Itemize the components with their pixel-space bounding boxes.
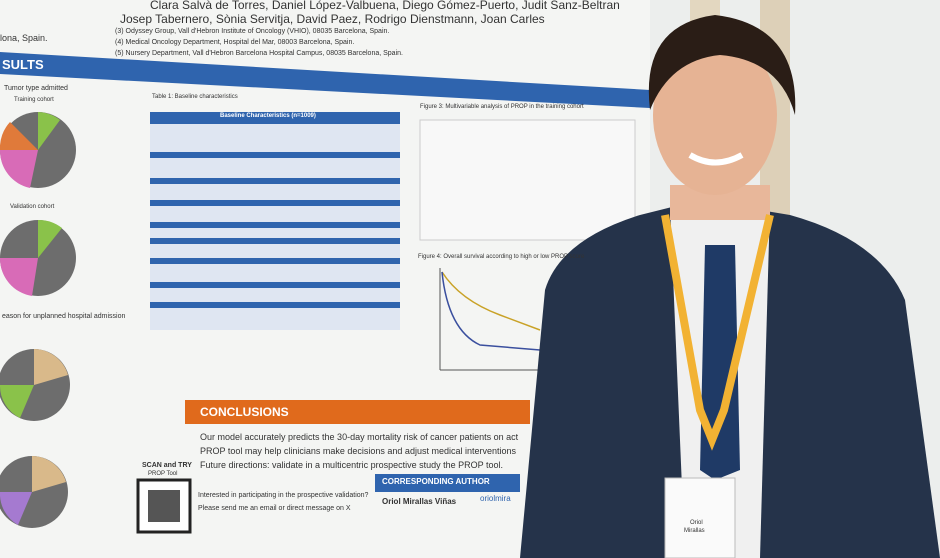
affiliation: lona, Spain. — [0, 33, 48, 43]
invitation: Interested in participating in the prosp… — [198, 492, 369, 499]
conclusion: PROP tool may help clinicians make decis… — [200, 446, 516, 456]
caption: Figure 4: Overall survival according to … — [418, 254, 585, 260]
label: eason for unplanned hospital admission — [2, 313, 126, 320]
section-heading: SULTS — [2, 57, 44, 72]
label: Validation cohort — [10, 204, 55, 210]
table — [150, 112, 400, 330]
authors: Josep Tabernero, Sònia Servitja, David P… — [120, 12, 545, 26]
label: Tumor type admitted — [4, 85, 68, 92]
section-heading: CONCLUSIONS — [200, 405, 289, 419]
affiliation: (3) Odyssey Group, Vall d'Hebron Institu… — [115, 28, 390, 35]
pie-charts — [0, 112, 76, 528]
label: PROP Tool — [148, 471, 178, 477]
authors: Clara Salvà de Torres, Daniel López-Valb… — [150, 0, 620, 12]
author-name: Oriol Mirallas Viñas — [382, 497, 457, 506]
handle: oriolmira — [480, 494, 511, 503]
conclusion: Our model accurately predicts the 30-day… — [200, 432, 519, 442]
qr-code — [148, 490, 180, 522]
caption: Figure 3: Multivariable analysis of PROP… — [420, 104, 584, 110]
caption: Table 1: Baseline characteristics — [152, 94, 238, 100]
km-plot — [439, 268, 541, 371]
results-bar — [0, 52, 650, 108]
person — [520, 15, 940, 558]
label: Training cohort — [14, 97, 54, 103]
conclusions-bar — [185, 400, 530, 424]
label: SCAN and TRY — [142, 462, 192, 469]
forest-plot — [419, 119, 636, 241]
affiliation: (4) Medical Oncology Department, Hospita… — [115, 39, 355, 46]
section-heading: CORRESPONDING AUTHOR — [382, 477, 490, 486]
affiliation: (5) Nursery Department, Vall d'Hebron Ba… — [115, 50, 403, 57]
table-title: Baseline Characteristics (n=1009) — [220, 113, 316, 119]
table-rows — [150, 112, 400, 308]
corresponding-bar — [375, 474, 520, 492]
badge-name: Mirallas — [684, 528, 705, 534]
conclusion: Future directions: validate in a multice… — [200, 460, 503, 470]
badge-name: Oriol — [690, 520, 703, 526]
invitation: Please send me an email or direct messag… — [198, 505, 351, 512]
